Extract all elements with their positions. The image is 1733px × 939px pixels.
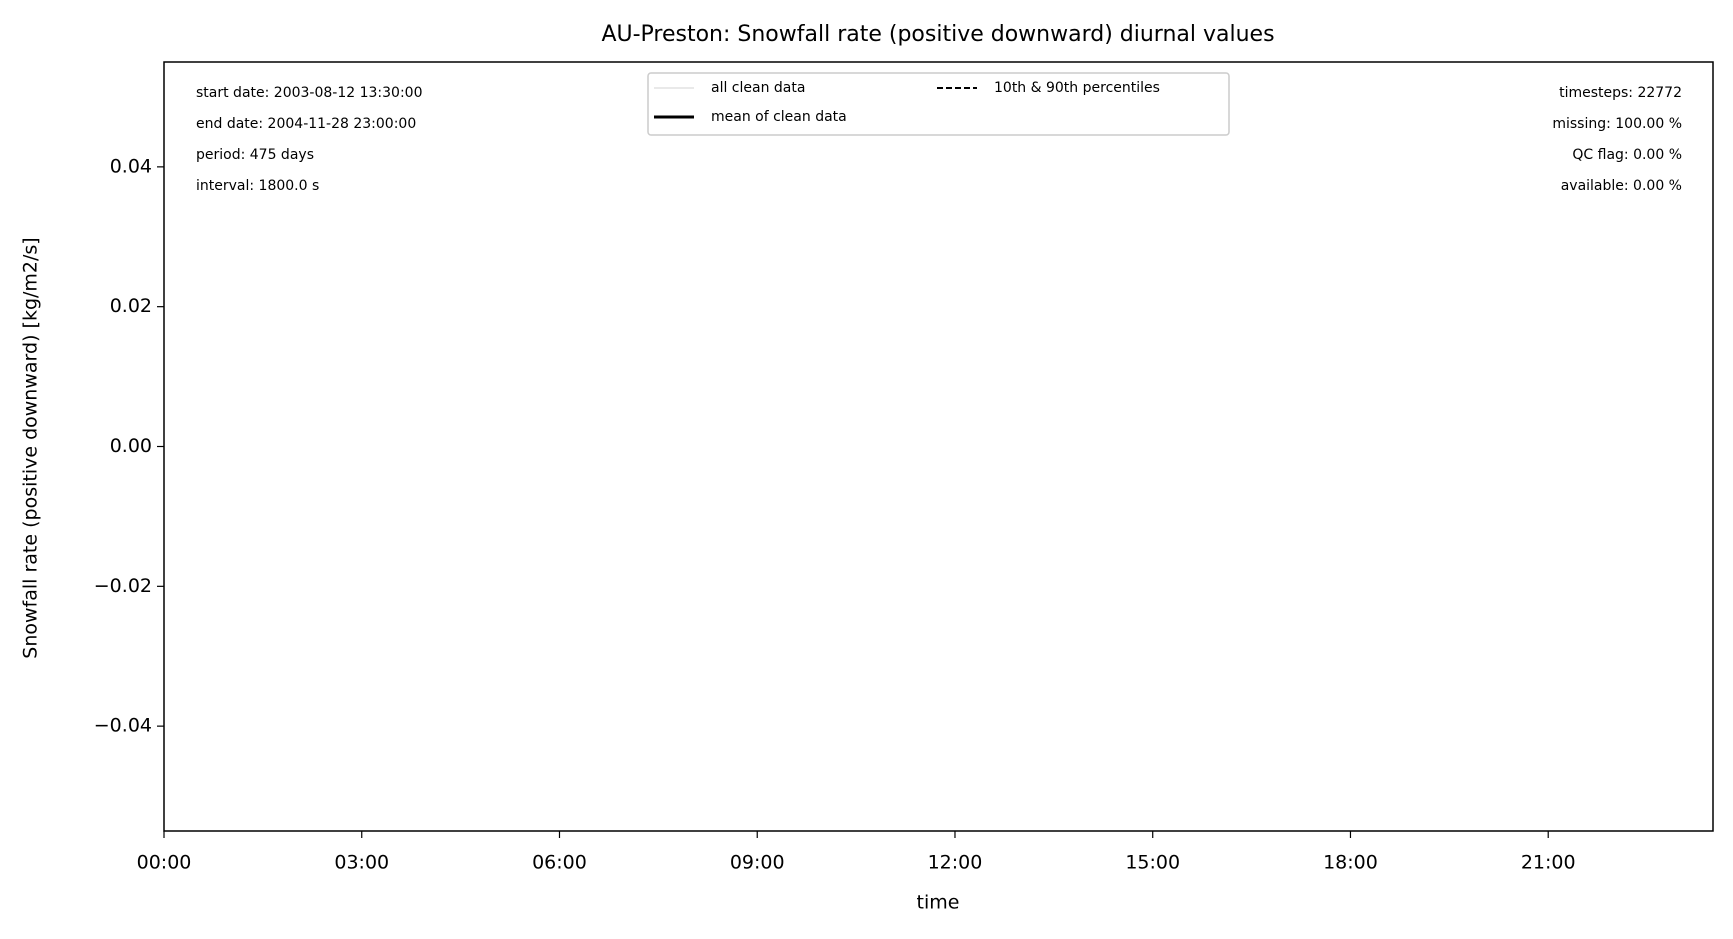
legend-label: mean of clean data (711, 109, 847, 125)
info-text: start date: 2003-08-12 13:30:00 (196, 85, 422, 101)
legend-box (647, 72, 1230, 136)
legend-label: 10th & 90th percentiles (994, 80, 1160, 96)
info-text: period: 475 days (196, 147, 314, 163)
info-text: available: 0.00 % (1561, 178, 1682, 194)
y-tick-label: 0.04 (110, 155, 152, 177)
y-tick-label: −0.04 (94, 715, 152, 737)
x-tick-label: 12:00 (928, 852, 983, 874)
y-tick-label: 0.00 (110, 435, 152, 457)
x-tick-label: 03:00 (334, 852, 389, 874)
info-text: interval: 1800.0 s (196, 178, 319, 194)
y-axis-label: Snowfall rate (positive downward) [kg/m2… (20, 237, 42, 658)
x-tick-label: 00:00 (137, 852, 192, 874)
y-tick-label: 0.02 (110, 295, 152, 317)
x-tick-label: 09:00 (730, 852, 785, 874)
x-tick-label: 06:00 (532, 852, 587, 874)
info-text: missing: 100.00 % (1552, 116, 1682, 132)
x-axis-label: time (917, 892, 960, 914)
info-text: timesteps: 22772 (1559, 85, 1682, 101)
info-text: QC flag: 0.00 % (1572, 147, 1682, 163)
plot-frame (163, 61, 1714, 832)
info-text: end date: 2004-11-28 23:00:00 (196, 116, 416, 132)
x-tick-label: 18:00 (1323, 852, 1378, 874)
x-tick-label: 15:00 (1125, 852, 1180, 874)
chart-title: AU-Preston: Snowfall rate (positive down… (601, 22, 1274, 47)
x-tick-label: 21:00 (1521, 852, 1576, 874)
legend-label: all clean data (711, 80, 805, 96)
y-tick-label: −0.02 (94, 575, 152, 597)
